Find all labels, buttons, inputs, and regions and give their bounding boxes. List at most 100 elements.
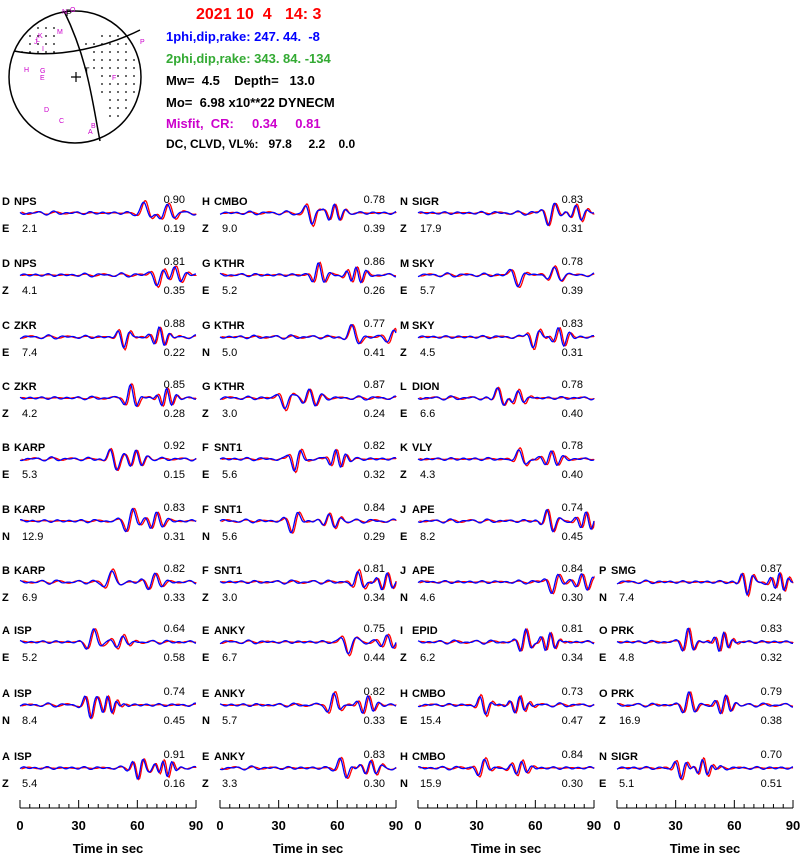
dc-clvd-vl: DC, CLVD, VL%: 97.8 2.2 0.0: [166, 137, 356, 151]
time-shift: 3.3: [222, 778, 237, 790]
compression-dot: [125, 43, 127, 45]
station-letter: H: [400, 688, 408, 700]
correlation-value: 0.88: [164, 318, 185, 330]
tick-label: 60: [528, 818, 542, 833]
component: N: [202, 715, 210, 727]
station-letter-C: C: [59, 118, 64, 125]
variance-value: 0.38: [761, 715, 782, 727]
time-axis: 0 30 60 90 Time in sec: [414, 800, 601, 856]
component: E: [599, 778, 606, 790]
component: E: [400, 285, 407, 297]
variance-value: 0.30: [562, 778, 583, 790]
synthetic-trace: [219, 448, 397, 472]
beachball-outline: [8, 10, 142, 144]
station-letter: E: [202, 751, 209, 763]
component: E: [202, 469, 209, 481]
observed-trace: [618, 757, 794, 781]
waveform-panel: O PRK E 4.8 0.83 0.32: [599, 623, 794, 664]
correlation-value: 0.74: [164, 686, 185, 698]
compression-dot: [37, 51, 39, 53]
station-letter-F: F: [112, 75, 116, 82]
compression-dot: [133, 67, 135, 69]
component: Z: [202, 778, 209, 790]
compression-dot: [109, 75, 111, 77]
station-letter-K: K: [38, 33, 43, 40]
station-name: ANKY: [214, 751, 246, 763]
time-shift: 5.7: [222, 715, 237, 727]
component: Z: [2, 285, 9, 297]
waveform-panel: O PRK Z 16.9 0.79 0.38: [599, 686, 794, 727]
station-letter-E: E: [40, 75, 45, 82]
station-letter: M: [400, 258, 409, 270]
correlation-value: 0.91: [164, 749, 185, 761]
station-letter: O: [599, 688, 608, 700]
correlation-value: 0.78: [562, 379, 583, 391]
x-axis-label: Time in sec: [670, 841, 741, 856]
compression-dot: [133, 91, 135, 93]
variance-value: 0.40: [562, 408, 583, 420]
correlation-value: 0.86: [364, 256, 385, 268]
compression-dot: [125, 75, 127, 77]
correlation-value: 0.79: [761, 686, 782, 698]
synthetic-trace: [219, 570, 397, 591]
synthetic-trace: [417, 387, 595, 406]
compression-dot: [117, 115, 119, 117]
waveform-panel: J APE N 4.6 0.84 0.30: [400, 563, 595, 604]
station-letter: G: [202, 320, 211, 332]
compression-dot: [101, 59, 103, 61]
variance-value: 0.24: [364, 408, 385, 420]
component: Z: [2, 592, 9, 604]
time-shift: 4.1: [22, 285, 37, 297]
compression-dot: [101, 91, 103, 93]
synthetic-trace: [19, 448, 197, 471]
time-shift: 4.8: [619, 652, 634, 664]
station-letter: G: [202, 381, 211, 393]
tick-label: 90: [389, 818, 403, 833]
synthetic-trace: [219, 757, 397, 779]
synthetic-trace: [219, 203, 397, 226]
synthetic-trace: [417, 508, 595, 533]
compression-dot: [125, 67, 127, 69]
time-shift: 4.2: [22, 408, 37, 420]
variance-value: 0.31: [164, 531, 185, 543]
station-name: NPS: [14, 196, 37, 208]
component: Z: [2, 408, 9, 420]
synthetic-trace: [19, 628, 197, 650]
compression-dot: [125, 51, 127, 53]
compression-dot: [117, 83, 119, 85]
compression-dot: [53, 27, 55, 29]
component: E: [400, 408, 407, 420]
tick-label: 60: [130, 818, 144, 833]
time-axis: 0 30 60 90 Time in sec: [613, 800, 800, 856]
compression-dot: [109, 115, 111, 117]
compression-dot: [125, 59, 127, 61]
compression-dot: [101, 51, 103, 53]
variance-value: 0.33: [364, 715, 385, 727]
compression-dot: [53, 43, 55, 45]
waveform-panel: E ANKY N 5.7 0.82 0.33: [202, 686, 397, 727]
station-letter: A: [2, 688, 10, 700]
time-axes: 0 30 60 90 Time in sec 0 30 60 90 Time in sec 0 30 6…: [16, 800, 800, 856]
correlation-value: 0.78: [364, 194, 385, 206]
station-letter-O: O: [70, 7, 76, 14]
variance-value: 0.34: [562, 652, 583, 664]
correlation-value: 0.82: [364, 440, 385, 452]
correlation-value: 0.83: [364, 749, 385, 761]
synthetic-trace: [616, 571, 794, 597]
waveform-panel: G KTHR N 5.0 0.77 0.41: [202, 318, 397, 359]
variance-value: 0.29: [364, 531, 385, 543]
correlation-value: 0.78: [562, 440, 583, 452]
compression-dot: [109, 51, 111, 53]
station-letter-H: H: [24, 67, 29, 74]
correlation-value: 0.84: [562, 563, 583, 575]
station-name: SIGR: [412, 196, 439, 208]
station-letter: F: [202, 504, 209, 516]
variance-value: 0.28: [164, 408, 185, 420]
waveform-panel: L DION E 6.6 0.78 0.40: [400, 379, 595, 420]
component: Z: [202, 408, 209, 420]
nodal-plane-1: 1phi,dip,rake: 247. 44. -8: [166, 29, 320, 44]
waveform-panel: J APE E 8.2 0.74 0.45: [400, 502, 595, 543]
station-letter: L: [400, 381, 407, 393]
correlation-value: 0.90: [164, 194, 185, 206]
compression-dot: [117, 51, 119, 53]
